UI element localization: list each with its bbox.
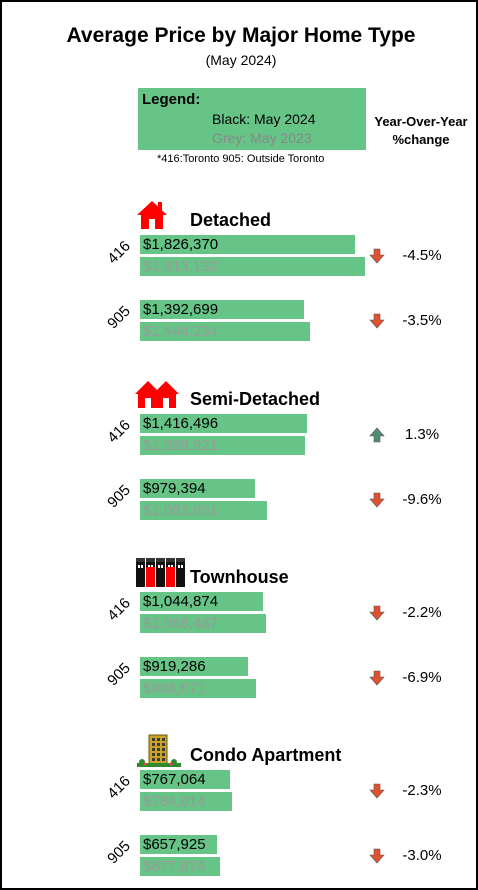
bar-current-label: $1,392,699 [143,301,219,318]
region-code: 416 [104,594,134,625]
region-code: 905 [104,837,134,868]
bar-previous: $1,444,234 [140,322,310,341]
region-code: 905 [104,659,134,690]
region-code: 905 [104,302,134,333]
bar-previous-label: $1,913,132 [143,258,219,275]
bar-current-label: $919,286 [143,658,206,675]
yoy-change: 1.3% [404,426,440,443]
yoy-header-line1: Year-Over-Year [374,114,468,129]
bar-previous-label: $1,444,234 [143,323,219,340]
legend-current: Black: May 2024 [212,111,316,127]
bar-current: $919,286 [140,657,248,676]
yoy-change: -9.6% [402,491,442,508]
bar-current: $657,925 [140,835,217,854]
bar-previous-label: $784,914 [143,793,206,810]
region-code: 416 [104,416,134,447]
condo-building-icon [137,734,181,767]
chart-subtitle: (May 2024) [205,52,277,68]
arrow-down-icon [369,313,385,329]
bar-previous: $1,083,651 [140,501,267,520]
legend-note: *416:Toronto 905: Outside Toronto [157,153,325,165]
bar-current: $1,392,699 [140,300,304,319]
legend: Legend: Black: May 2024 Grey: May 2023 [138,88,366,150]
bar-previous: $1,068,487 [140,614,266,633]
bar-current-label: $1,826,370 [143,236,219,253]
bar-previous-label: $986,671 [143,680,206,697]
arrow-down-icon [369,670,385,686]
bar-previous-label: $1,083,651 [143,502,219,519]
bar-previous: $677,874 [140,857,220,876]
yoy-change: -3.5% [402,312,442,329]
yoy-change: -2.2% [402,604,442,621]
section-label-townhouse: Townhouse [190,567,289,587]
yoy-change: -6.9% [402,669,442,686]
bar-current-label: $1,416,496 [143,415,219,432]
bar-current: $1,826,370 [140,235,355,254]
arrow-down-icon [369,492,385,508]
bar-previous: $1,398,821 [140,436,305,455]
bar-current: $767,064 [140,770,230,789]
yoy-change: -4.5% [402,247,442,264]
bar-previous: $986,671 [140,679,256,698]
bar-previous-label: $1,068,487 [143,615,219,632]
house-icon [137,201,167,229]
bar-current: $979,394 [140,479,255,498]
arrow-up-icon [369,427,385,443]
arrow-down-icon [369,783,385,799]
region-code: 905 [104,481,134,512]
legend-previous: Grey: May 2023 [212,130,312,146]
bar-previous-label: $1,398,821 [143,437,219,454]
arrow-down-icon [369,248,385,264]
yoy-header-line2: %change [392,132,450,147]
arrow-down-icon [369,848,385,864]
chart-title: Average Price by Major Home Type [66,24,416,47]
yoy-change: -2.3% [402,782,442,799]
arrow-down-icon [369,605,385,621]
legend-title: Legend: [142,91,201,108]
region-code: 416 [104,237,134,268]
bar-previous-label: $677,874 [143,858,206,875]
semi-detached-house-icon [135,381,179,408]
bar-current: $1,044,874 [140,592,263,611]
bar-current: $1,416,496 [140,414,307,433]
section-label-detached: Detached [190,210,272,230]
section-label-semi-detached: Semi-Detached [190,389,321,409]
section-label-condo-apartment: Condo Apartment [190,745,342,765]
bar-previous: $1,913,132 [140,257,365,276]
townhouse-icon [136,558,185,587]
bar-previous: $784,914 [140,792,232,811]
bar-current-label: $1,044,874 [143,593,219,610]
yoy-header: Year-Over-Year %change [364,113,476,149]
yoy-change: -3.0% [402,847,442,864]
region-code: 416 [104,772,134,803]
bar-current-label: $979,394 [143,480,206,497]
bar-current-label: $657,925 [143,836,206,853]
bar-current-label: $767,064 [143,771,206,788]
